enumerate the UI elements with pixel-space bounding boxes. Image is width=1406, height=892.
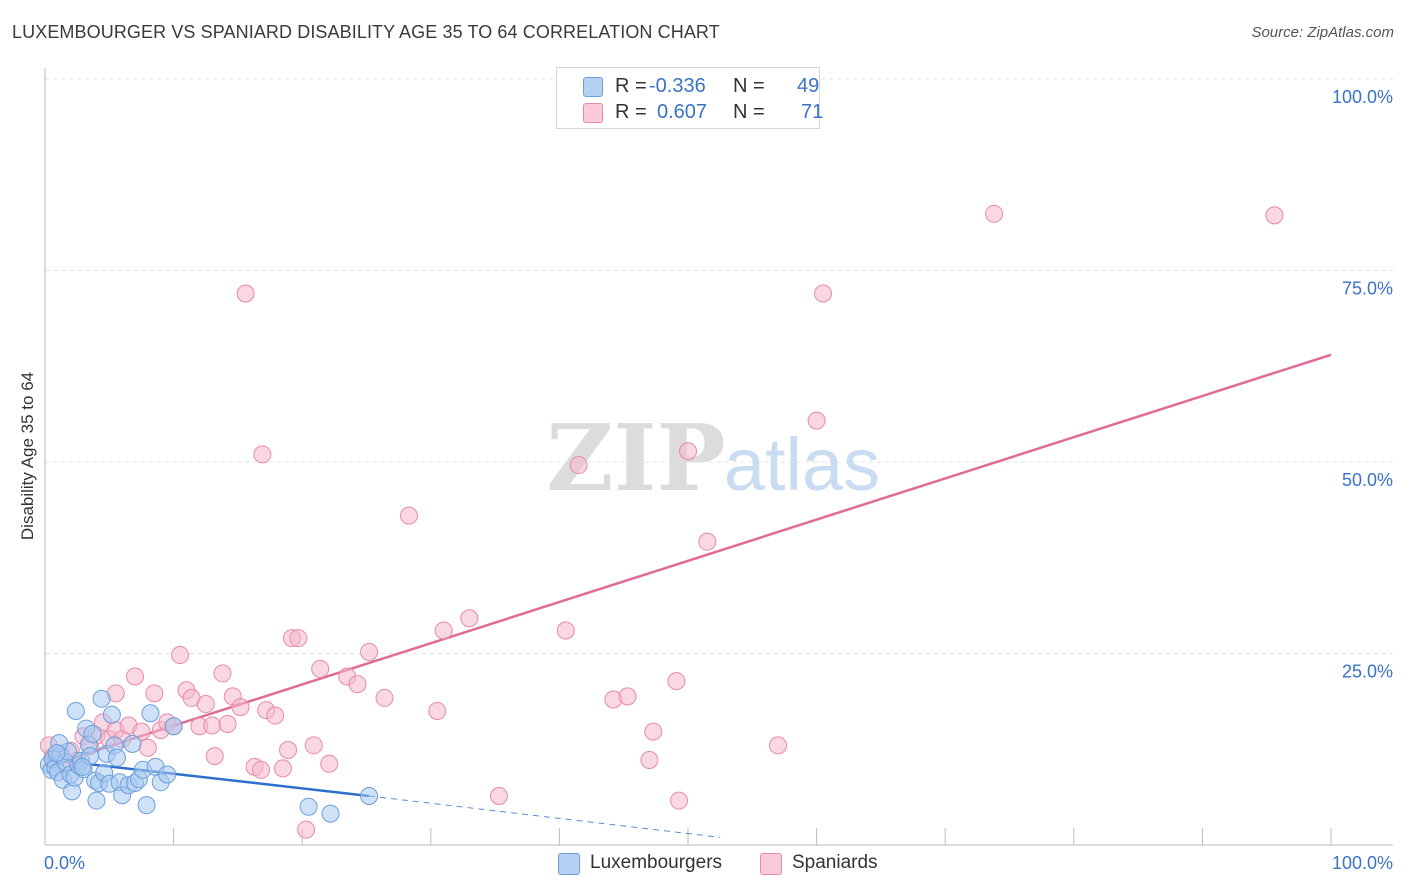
legend-r-value: 0.607	[657, 101, 708, 123]
luxembourger-point	[47, 744, 66, 763]
spaniard-point	[569, 456, 588, 475]
y-tick-label: 75.0%	[1342, 279, 1393, 299]
luxembourger-point	[102, 705, 121, 724]
luxembourger-point	[83, 724, 102, 743]
spaniard-point	[644, 722, 663, 741]
spaniard-point	[489, 786, 508, 805]
luxembourger-point	[360, 786, 379, 805]
legend-n-label: N =	[733, 101, 765, 123]
spaniard-point	[132, 722, 151, 741]
luxembourger-point	[321, 804, 340, 823]
watermark: ZIP atlas	[546, 404, 880, 512]
luxembourger-point	[73, 757, 92, 776]
spaniard-point	[126, 667, 145, 686]
x-tick-label-min: 0.0%	[44, 853, 85, 873]
spaniard-point	[428, 701, 447, 720]
luxembourger-point	[108, 748, 127, 767]
spaniard-point	[618, 687, 637, 706]
luxembourger-point	[164, 717, 183, 736]
bottom-legend-label: Spaniards	[792, 852, 878, 873]
luxembourger-point	[87, 791, 106, 810]
spaniard-point	[273, 759, 292, 778]
tick-labels: 25.0% 50.0% 75.0% 100.0% 0.0% 100.0%	[44, 87, 1393, 873]
spaniard-point	[266, 706, 285, 725]
y-tick-label: 50.0%	[1342, 470, 1393, 490]
spaniard-point	[311, 659, 330, 678]
legend-swatch-blue	[583, 77, 603, 97]
chart-title: LUXEMBOURGER VS SPANIARD DISABILITY AGE …	[12, 22, 720, 42]
spaniard-point	[252, 760, 271, 779]
spaniard-point	[145, 684, 164, 703]
legend-r-label: R =	[615, 101, 647, 123]
spaniard-point	[667, 672, 686, 691]
spaniard-point	[1265, 206, 1284, 225]
legend-n-value: 49	[797, 75, 820, 97]
correlation-legend: R = -0.336 N = 49 R = 0.607 N = 71	[556, 67, 824, 129]
spaniard-point	[171, 646, 190, 665]
legend-r-label: R =	[615, 75, 647, 97]
spaniard-point	[289, 629, 308, 648]
spaniard-point	[205, 747, 224, 766]
spaniard-point	[679, 442, 697, 461]
legend-swatch-pink	[583, 103, 603, 123]
spaniard-point	[348, 675, 367, 694]
spaniard-point	[304, 736, 323, 755]
legend-r-value: -0.336	[649, 75, 706, 97]
spaniard-point	[556, 621, 575, 640]
spaniard-point	[213, 664, 232, 683]
luxembourger-point	[158, 765, 177, 784]
spaniard-point	[236, 284, 255, 303]
y-axis-label: Disability Age 35 to 64	[18, 371, 37, 541]
spaniard-point	[203, 716, 222, 735]
spaniard-point	[807, 411, 826, 430]
y-tick-label: 25.0%	[1342, 662, 1393, 682]
bottom-legend-label: Luxembourgers	[590, 852, 723, 873]
luxembourger-trend-line	[44, 757, 370, 798]
spaniard-point	[320, 754, 339, 773]
trend-lines	[44, 353, 1332, 838]
spaniard-point	[985, 204, 1004, 223]
spaniard-point	[218, 714, 237, 733]
spaniard-trend-line	[44, 353, 1332, 769]
luxembourger-point	[137, 796, 156, 815]
spaniard-point	[669, 791, 688, 810]
y-tick-label: 100.0%	[1332, 87, 1393, 107]
legend-n-value: 71	[801, 101, 824, 123]
bottom-legend-swatch-blue	[558, 853, 580, 875]
luxembourger-point	[123, 734, 142, 753]
spaniard-point	[698, 532, 717, 551]
spaniard-point	[253, 445, 272, 464]
spaniard-point	[375, 688, 394, 707]
spaniard-point	[138, 738, 157, 757]
spaniard-point	[769, 736, 788, 755]
watermark-atlas: atlas	[724, 423, 880, 506]
legend-n-label: N =	[733, 75, 765, 97]
spaniard-point	[297, 820, 316, 839]
spaniard-point	[814, 284, 833, 303]
axes	[44, 68, 1393, 846]
spaniard-point	[460, 609, 479, 628]
luxembourger-point	[141, 704, 160, 723]
spaniard-point	[640, 750, 659, 769]
source-label: Source: ZipAtlas.com	[1251, 24, 1394, 41]
spaniard-point	[231, 698, 250, 717]
luxembourger-trend-extension	[369, 795, 721, 838]
spaniard-point	[434, 621, 453, 640]
spaniard-point	[399, 506, 418, 525]
luxembourger-point	[92, 689, 111, 708]
luxembourger-point	[299, 797, 318, 816]
spaniard-point	[196, 695, 215, 714]
data-points	[39, 204, 1284, 839]
spaniard-point	[360, 642, 379, 661]
spaniard-point	[279, 741, 298, 760]
x-tick-label-max: 100.0%	[1332, 853, 1393, 873]
bottom-legend-swatch-pink	[760, 853, 782, 875]
grid-lines	[45, 78, 1393, 654]
luxembourger-point	[66, 701, 85, 720]
